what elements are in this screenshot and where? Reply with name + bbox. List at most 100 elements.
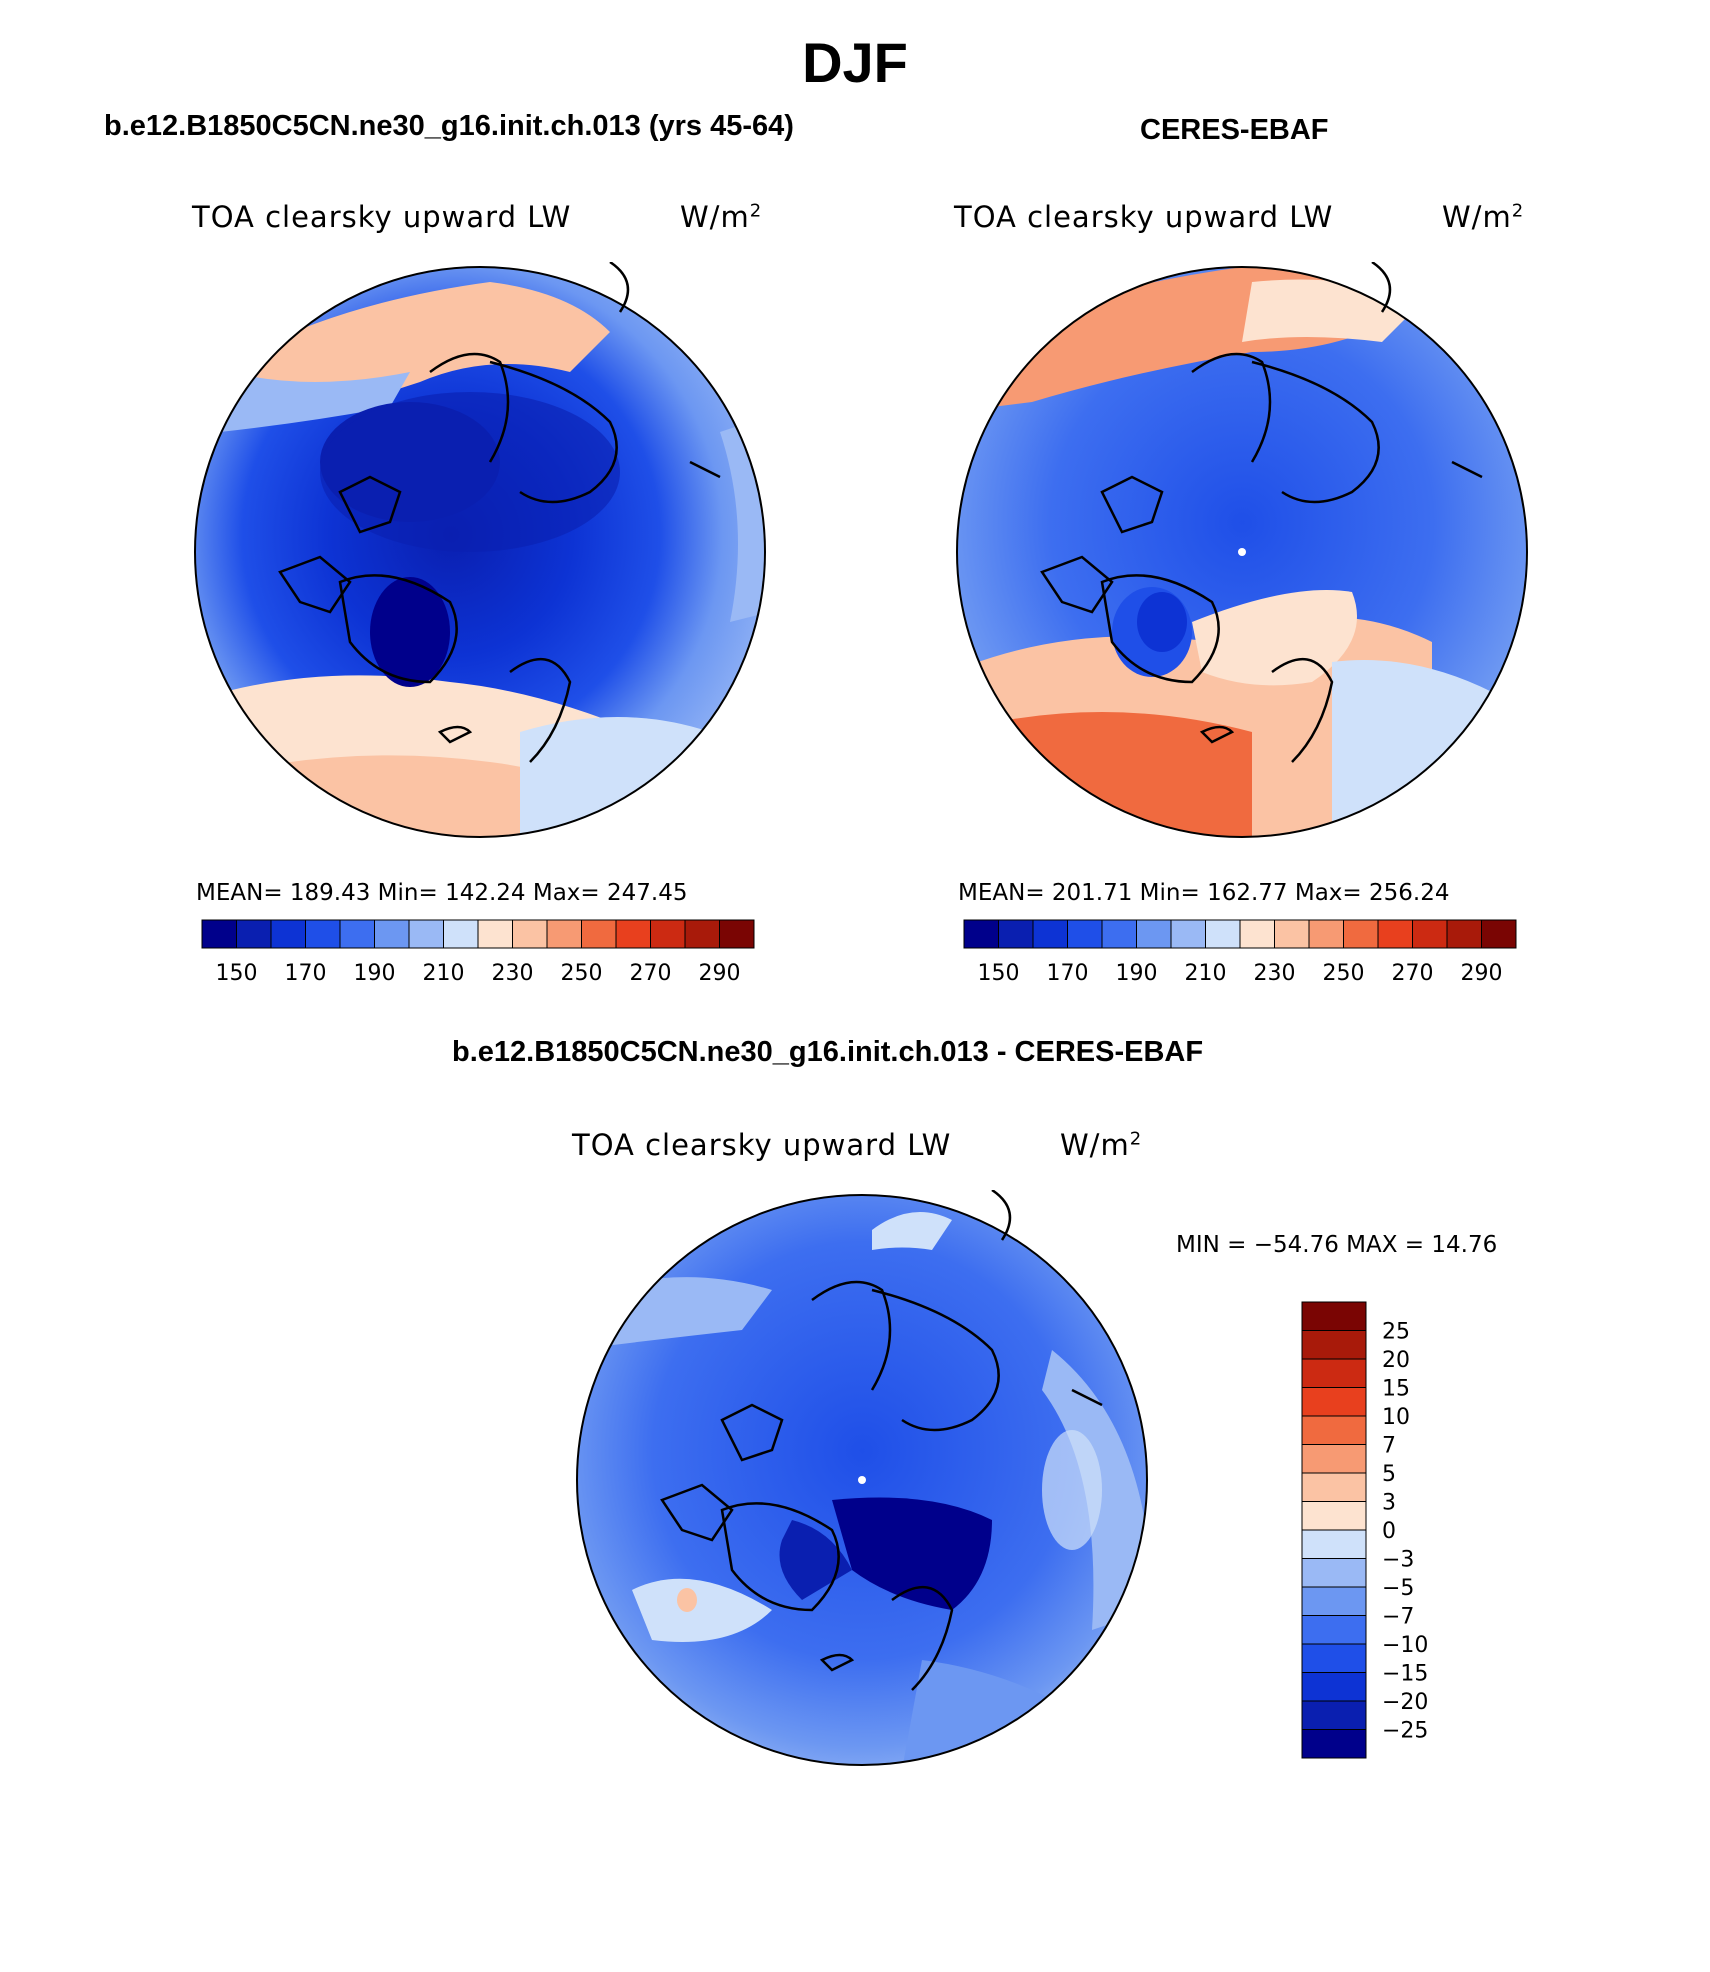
colorbar-box: [1343, 919, 1379, 949]
colorbar-box: [546, 919, 582, 949]
colorbar-tick-label: 190: [354, 961, 396, 986]
colorbar-box: [374, 919, 410, 949]
colorbar-box: [339, 919, 375, 949]
colorbar-box: [1301, 1615, 1367, 1645]
colorbar-tick-label: 250: [561, 961, 603, 986]
north-pole-marker: [1238, 548, 1246, 556]
colorbar-box: [1301, 1672, 1367, 1702]
colorbar-box: [650, 919, 686, 949]
diff-polar-map: [576, 1190, 1148, 1766]
colorbar-box: [1301, 1700, 1367, 1730]
colorbar-box: [1301, 1729, 1367, 1759]
model-units-label: W/m2: [680, 200, 763, 234]
colorbar-box: [1301, 1387, 1367, 1417]
colorbar-box: [1101, 919, 1137, 949]
colorbar-tick-label: 290: [699, 961, 741, 986]
colorbar-box: [1301, 1501, 1367, 1531]
diff-colorbar-boxes: [1301, 1301, 1367, 1759]
colorbar-tick-label: 270: [1392, 961, 1434, 986]
obs-polar-map: [956, 262, 1528, 838]
colorbar-tick-label: 5: [1382, 1462, 1396, 1487]
colorbar-tick-label: 170: [1047, 961, 1089, 986]
colorbar-box: [443, 919, 479, 949]
colorbar-box: [512, 919, 548, 949]
model-colorbar-boxes: [201, 919, 755, 949]
colorbar-box: [684, 919, 720, 949]
colorbar-tick-label: 3: [1382, 1491, 1396, 1516]
colorbar-box: [270, 919, 306, 949]
colorbar-box: [1239, 919, 1275, 949]
colorbar-tick-label: −5: [1382, 1576, 1414, 1601]
colorbar-box: [1301, 1586, 1367, 1616]
colorbar-box: [1301, 1558, 1367, 1588]
colorbar-tick-label: 150: [978, 961, 1020, 986]
diff-variable-label: TOA clearsky upward LW: [572, 1128, 952, 1162]
colorbar-box: [1032, 919, 1068, 949]
colorbar-tick-label: 20: [1382, 1348, 1410, 1373]
colorbar-box: [1308, 919, 1344, 949]
colorbar-box: [581, 919, 617, 949]
colorbar-tick-label: 25: [1382, 1320, 1410, 1345]
colorbar-box: [1446, 919, 1482, 949]
colorbar-tick-label: 170: [285, 961, 327, 986]
colorbar-box: [615, 919, 651, 949]
colorbar-tick-label: 7: [1382, 1434, 1396, 1459]
colorbar-tick-label: 0: [1382, 1519, 1396, 1544]
colorbar-box: [1170, 919, 1206, 949]
colorbar-tick-label: −3: [1382, 1548, 1414, 1573]
model-stats: MEAN= 189.43 Min= 142.24 Max= 247.45: [196, 880, 688, 906]
colorbar-tick-label: −7: [1382, 1605, 1414, 1630]
diff-panel-title: b.e12.B1850C5CN.ne30_g16.init.ch.013 - C…: [452, 1036, 1204, 1068]
colorbar-box: [1301, 1472, 1367, 1502]
colorbar-tick-label: 270: [630, 961, 672, 986]
colorbar-box: [1301, 1358, 1367, 1388]
obs-units-label: W/m2: [1442, 200, 1525, 234]
colorbar-tick-label: −15: [1382, 1662, 1428, 1687]
obs-colorbar-labels: 150 170 190 210 230 250 270 290: [978, 961, 1503, 986]
colorbar-box: [719, 919, 755, 949]
colorbar-box: [1274, 919, 1310, 949]
colorbar-box: [1067, 919, 1103, 949]
model-variable-label: TOA clearsky upward LW: [192, 200, 572, 234]
colorbar-box: [1205, 919, 1241, 949]
diff-stats: MIN = −54.76 MAX = 14.76: [1176, 1232, 1498, 1258]
obs-colorbar: 150 170 190 210 230 250 270 290: [963, 919, 1517, 986]
colorbar-box: [963, 919, 999, 949]
colorbar-box: [1412, 919, 1448, 949]
model-panel-title: b.e12.B1850C5CN.ne30_g16.init.ch.013 (yr…: [104, 110, 794, 142]
model-polar-map: [194, 262, 766, 838]
colorbar-tick-label: 10: [1382, 1405, 1410, 1430]
obs-variable-label: TOA clearsky upward LW: [954, 200, 1334, 234]
colorbar-box: [1301, 1330, 1367, 1360]
colorbar-tick-label: −25: [1382, 1719, 1428, 1744]
colorbar-box: [305, 919, 341, 949]
colorbar-box: [236, 919, 272, 949]
colorbar-box: [1301, 1643, 1367, 1673]
colorbar-tick-label: 210: [423, 961, 465, 986]
diff-colorbar: 25 20 15 10 7 5 3 0 −3 −5 −7 −10 −15 −20 −25: [1301, 1301, 1428, 1759]
colorbar-box: [1301, 1444, 1367, 1474]
colorbar-tick-label: 230: [492, 961, 534, 986]
obs-stats: MEAN= 201.71 Min= 162.77 Max= 256.24: [958, 880, 1450, 906]
obs-colorbar-boxes: [963, 919, 1517, 949]
colorbar-box: [1301, 1529, 1367, 1559]
colorbar-tick-label: 15: [1382, 1377, 1410, 1402]
figure-title: DJF: [802, 31, 908, 94]
colorbar-box: [1481, 919, 1517, 949]
colorbar-tick-label: −10: [1382, 1633, 1428, 1658]
obs-panel-title: CERES-EBAF: [1140, 114, 1329, 146]
colorbar-tick-label: 290: [1461, 961, 1503, 986]
model-colorbar-labels: 150 170 190 210 230 250 270 290: [216, 961, 741, 986]
model-colorbar: 150 170 190 210 230 250 270 290: [201, 919, 755, 986]
colorbar-box: [1136, 919, 1172, 949]
colorbar-box: [1301, 1415, 1367, 1445]
colorbar-box: [477, 919, 513, 949]
colorbar-box: [408, 919, 444, 949]
colorbar-tick-label: 150: [216, 961, 258, 986]
diff-colorbar-labels: 25 20 15 10 7 5 3 0 −3 −5 −7 −10 −15 −20 −25: [1382, 1320, 1428, 1744]
colorbar-box: [201, 919, 237, 949]
colorbar-box: [1301, 1301, 1367, 1331]
colorbar-tick-label: 210: [1185, 961, 1227, 986]
diff-units-label: W/m2: [1060, 1128, 1143, 1162]
colorbar-tick-label: 190: [1116, 961, 1158, 986]
